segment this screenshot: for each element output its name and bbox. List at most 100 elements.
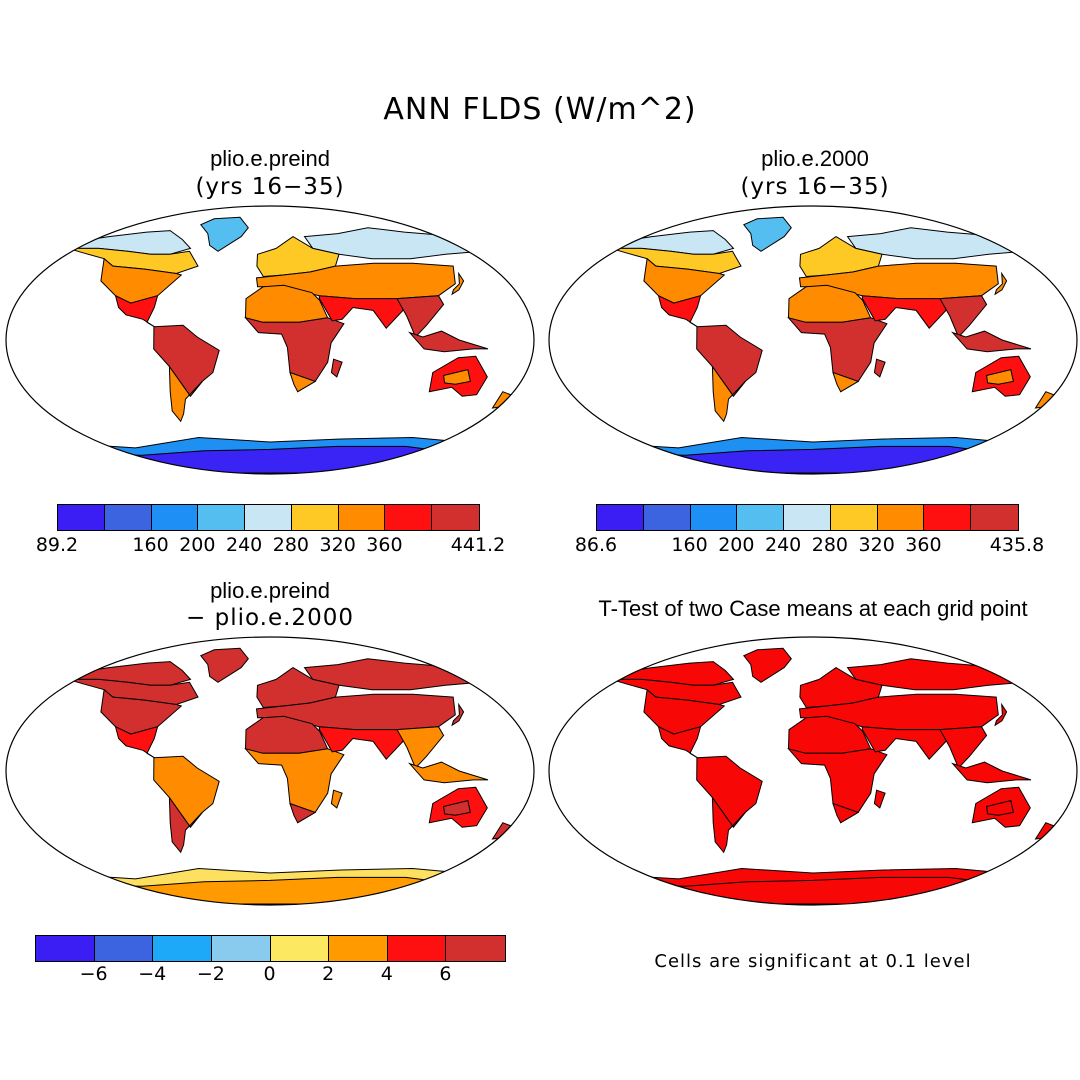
land-maritime-continent — [950, 761, 1032, 784]
colorbar-label: 200 — [718, 534, 755, 556]
colorbar-swatch — [151, 505, 199, 530]
land-greenland — [200, 647, 249, 683]
colorbar-swatch — [432, 505, 479, 530]
colorbar-swatch — [211, 936, 271, 961]
land-south-america-south — [711, 795, 746, 854]
colorbar-swatch — [245, 505, 292, 530]
colorbar-label: 6 — [439, 963, 452, 985]
land-southeast-asia — [396, 726, 445, 769]
colorbar-label: 441.2 — [450, 534, 506, 556]
land-australia-interior — [443, 368, 471, 385]
panel4-map — [548, 636, 1078, 906]
colorbar-swatch — [338, 505, 386, 530]
colorbar-label: 280 — [272, 534, 310, 556]
colorbar-swatch — [329, 936, 388, 961]
land-south-america — [153, 755, 220, 829]
land-south-america — [696, 755, 763, 829]
land-north-america-south — [643, 688, 726, 735]
colorbar-swatch — [597, 505, 644, 530]
panel3-colorbar — [35, 935, 506, 962]
map-border — [5, 205, 535, 475]
panel1-subtitle: (yrs 16−35) — [195, 174, 345, 200]
colorbar-swatch — [830, 505, 878, 530]
panel1-colorbar-labels: 89.2 160 200 240 280 320 360 441.2 — [36, 534, 505, 558]
map-border — [548, 636, 1078, 906]
colorbar-label: 435.8 — [989, 534, 1045, 556]
colorbar-swatch — [94, 936, 154, 961]
land-africa — [787, 316, 888, 393]
panel2-title: plio.e.2000 — [761, 146, 869, 171]
colorbar-swatch — [270, 936, 330, 961]
colorbar-swatch — [387, 936, 447, 961]
colorbar-label: 200 — [179, 534, 216, 556]
colorbar-label: 320 — [858, 534, 895, 556]
land-layer — [61, 216, 516, 474]
land-africa — [787, 747, 888, 824]
figure-title: ANN FLDS (W/m^2) — [383, 92, 697, 127]
land-africa — [244, 316, 345, 393]
colorbar-swatch — [446, 936, 505, 961]
colorbar-label: 360 — [366, 534, 403, 556]
colorbar-label: 160 — [671, 534, 708, 556]
land-japan — [994, 702, 1008, 727]
colorbar-label: −6 — [79, 963, 108, 985]
land-southeast-asia — [939, 295, 988, 338]
land-central-america — [114, 294, 159, 329]
land-africa — [244, 747, 345, 824]
land-south-america — [696, 324, 763, 398]
land-southern-africa — [289, 371, 317, 393]
colorbar-swatch — [643, 505, 691, 530]
panel3-map — [5, 636, 535, 906]
land-greenland — [743, 216, 792, 252]
colorbar-swatch — [971, 505, 1018, 530]
colorbar-label: 320 — [319, 534, 356, 556]
colorbar-swatch — [104, 505, 152, 530]
land-south-america-south — [711, 364, 746, 423]
colorbar-swatch — [36, 936, 95, 961]
colorbar-label: 280 — [811, 534, 849, 556]
colorbar-swatch — [58, 505, 105, 530]
panel1-title: plio.e.preind — [210, 146, 330, 171]
colorbar-label: 2 — [322, 963, 335, 985]
map-border — [5, 636, 535, 906]
land-south-america — [153, 324, 220, 398]
land-layer — [604, 647, 1059, 905]
colorbar-label: −2 — [196, 963, 225, 985]
land-south-america-south — [168, 795, 203, 854]
panel3-title: plio.e.preind — [210, 578, 330, 603]
land-layer — [604, 216, 1059, 474]
land-australia-interior — [986, 799, 1014, 816]
colorbar-swatch — [198, 505, 246, 530]
colorbar-label: 240 — [764, 534, 802, 556]
significance-note: Cells are significant at 0.1 level — [654, 951, 972, 972]
land-madagascar — [330, 358, 343, 378]
land-maritime-continent — [407, 330, 489, 353]
colorbar-swatch — [385, 505, 433, 530]
colorbar-swatch — [877, 505, 925, 530]
land-japan — [451, 702, 465, 727]
land-north-america-south — [100, 688, 183, 735]
colorbar-label: 240 — [225, 534, 263, 556]
land-maritime-continent — [950, 330, 1032, 353]
colorbar-swatch — [737, 505, 785, 530]
colorbar-label: −4 — [138, 963, 167, 985]
land-australia-interior — [443, 799, 471, 816]
land-southeast-asia — [939, 726, 988, 769]
colorbar-label: 0 — [263, 963, 276, 985]
panel3-colorbar-labels: −6 −4 −2 0 2 4 6 — [35, 963, 504, 987]
panel2-colorbar-labels: 86.6 160 200 240 280 320 360 435.8 — [575, 534, 1044, 558]
panel1-map — [5, 205, 535, 475]
land-madagascar — [330, 789, 343, 809]
land-southern-africa — [832, 371, 860, 393]
map-border — [548, 205, 1078, 475]
land-southern-africa — [289, 802, 317, 824]
colorbar-swatch — [784, 505, 831, 530]
colorbar-swatch — [291, 505, 339, 530]
land-madagascar — [873, 358, 886, 378]
land-arabia-india — [861, 726, 950, 760]
land-central-america — [114, 725, 159, 760]
colorbar-label: 89.2 — [35, 534, 79, 556]
land-south-america-south — [168, 364, 203, 423]
panel3-subtitle: − plio.e.2000 — [186, 605, 354, 631]
panel2-colorbar — [596, 504, 1019, 531]
